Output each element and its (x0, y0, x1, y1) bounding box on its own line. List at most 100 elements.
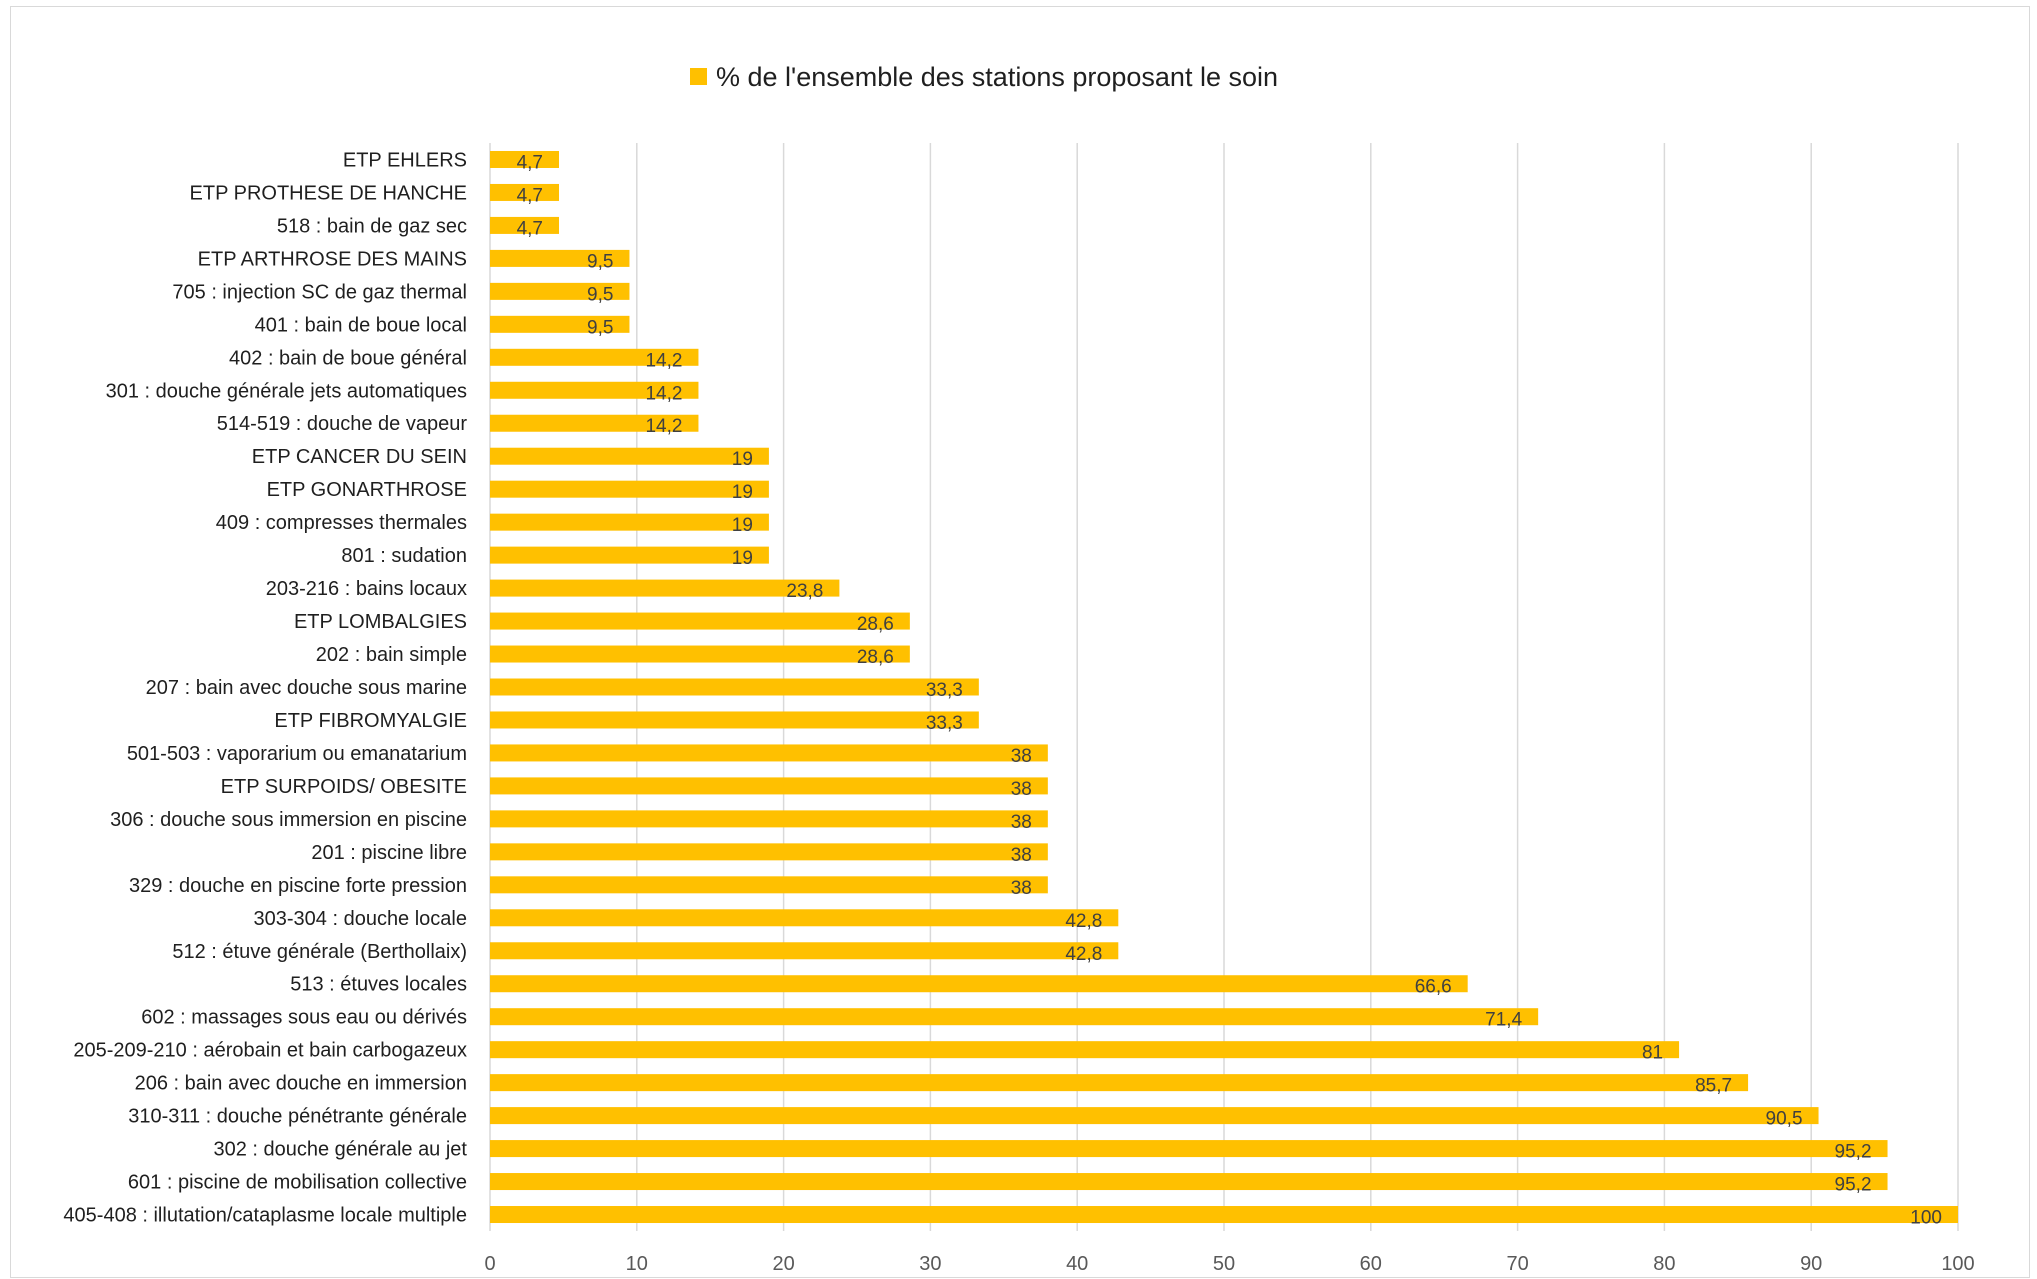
data-label: 90,5 (1766, 1109, 1803, 1130)
category-label: 201 : piscine libre (311, 842, 467, 864)
data-label: 71,4 (1485, 1010, 1522, 1031)
data-label: 42,8 (1065, 911, 1102, 932)
category-label: 206 : bain avec douche en immersion (135, 1073, 467, 1095)
legend: % de l'ensemble des stations proposant l… (690, 62, 1278, 92)
bar (490, 810, 1048, 828)
data-label: 9,5 (587, 284, 613, 305)
category-label: ETP FIBROMYALGIE (274, 710, 467, 732)
x-tick-label: 10 (626, 1253, 648, 1275)
data-label: 33,3 (926, 680, 963, 701)
data-label: 9,5 (587, 251, 613, 272)
bar (490, 150, 559, 168)
data-label: 9,5 (587, 317, 613, 338)
data-label: 28,6 (857, 647, 894, 668)
legend-label: % de l'ensemble des stations proposant l… (716, 62, 1278, 92)
category-label: 512 : étuve générale (Berthollaix) (172, 941, 467, 963)
data-label: 14,2 (645, 350, 682, 371)
bar (490, 1206, 1958, 1224)
category-label: 207 : bain avec douche sous marine (146, 677, 467, 699)
data-label: 4,7 (517, 185, 543, 206)
category-label: 303-304 : douche locale (254, 908, 468, 930)
x-tick-label: 80 (1653, 1253, 1675, 1275)
category-label: 306 : douche sous immersion en piscine (110, 809, 467, 831)
x-tick-label: 20 (772, 1253, 794, 1275)
data-label: 28,6 (857, 614, 894, 635)
category-label: 514-519 : douche de vapeur (217, 413, 468, 435)
bar (490, 1041, 1680, 1059)
category-label: 301 : douche générale jets automatiques (106, 380, 467, 402)
x-axis-tick-labels: 0 10 20 30 40 50 60 70 80 90 100 (484, 1253, 1974, 1275)
chart-frame (10, 6, 2030, 1278)
bar (490, 414, 699, 432)
category-label: 402 : bain de boue général (229, 347, 467, 369)
bar (490, 183, 559, 201)
bar (490, 711, 979, 729)
data-label: 19 (732, 449, 753, 470)
x-tick-label: 90 (1800, 1253, 1822, 1275)
category-label: 501-503 : vaporarium ou emanatarium (127, 743, 467, 765)
x-tick-label: 50 (1213, 1253, 1235, 1275)
bar (490, 579, 840, 597)
bar (490, 975, 1468, 993)
category-label: 705 : injection SC de gaz thermal (172, 281, 467, 303)
data-labels: 4,7 4,7 4,7 9,5 9,5 9,5 14,2 14,2 14,2 19 19 19 19 23… (517, 152, 1942, 1228)
bar (490, 282, 630, 300)
data-label: 19 (732, 482, 753, 503)
category-label: 518 : bain de gaz sec (277, 215, 467, 237)
bars (490, 150, 1958, 1224)
bar (490, 876, 1048, 894)
category-label: ETP ARTHROSE DES MAINS (198, 248, 467, 270)
bar (490, 1074, 1749, 1092)
bar (490, 612, 910, 630)
data-label: 38 (1011, 779, 1032, 800)
x-tick-label: 0 (484, 1253, 495, 1275)
bar (490, 909, 1119, 927)
x-tick-label: 100 (1941, 1253, 1974, 1275)
bar (490, 1107, 1819, 1125)
bar (490, 546, 769, 564)
category-label: 602 : massages sous eau ou dérivés (141, 1007, 467, 1029)
category-label: ETP CANCER DU SEIN (252, 446, 467, 468)
x-tick-label: 40 (1066, 1253, 1088, 1275)
category-label: 601 : piscine de mobilisation collective (128, 1172, 467, 1194)
bar (490, 513, 769, 531)
data-label: 95,2 (1835, 1175, 1872, 1196)
bar (490, 777, 1048, 795)
data-label: 19 (732, 515, 753, 536)
data-label: 95,2 (1835, 1142, 1872, 1163)
category-label: ETP LOMBALGIES (294, 611, 467, 633)
category-label: 513 : étuves locales (290, 974, 467, 996)
data-label: 38 (1011, 878, 1032, 899)
category-label: 310-311 : douche pénétrante générale (128, 1106, 467, 1128)
data-label: 38 (1011, 845, 1032, 866)
bar (490, 216, 559, 234)
x-tick-label: 60 (1360, 1253, 1382, 1275)
category-label: ETP GONARTHROSE (267, 479, 467, 501)
bar (490, 678, 979, 696)
category-label: ETP SURPOIDS/ OBESITE (221, 776, 467, 798)
data-label: 14,2 (645, 383, 682, 404)
data-label: 4,7 (517, 218, 543, 239)
bar (490, 942, 1119, 960)
bar (490, 843, 1048, 861)
legend-swatch (690, 68, 707, 85)
data-label: 38 (1011, 746, 1032, 767)
data-label: 81 (1642, 1043, 1663, 1064)
bar (490, 1140, 1888, 1158)
data-label: 4,7 (517, 152, 543, 173)
data-label: 33,3 (926, 713, 963, 734)
bar (490, 315, 630, 333)
data-label: 100 (1910, 1208, 1942, 1229)
category-label: 409 : compresses thermales (216, 512, 467, 534)
category-labels: ETP EHLERS ETP PROTHESE DE HANCHE 518 : ba… (63, 149, 467, 1226)
data-label: 85,7 (1695, 1076, 1732, 1097)
x-tick-label: 30 (919, 1253, 941, 1275)
bar (490, 1173, 1888, 1191)
category-label: 801 : sudation (341, 545, 467, 567)
category-label: ETP PROTHESE DE HANCHE (190, 182, 467, 204)
bar (490, 744, 1048, 762)
data-label: 42,8 (1065, 944, 1102, 965)
category-label: 302 : douche générale au jet (213, 1139, 467, 1161)
bar (490, 348, 699, 366)
